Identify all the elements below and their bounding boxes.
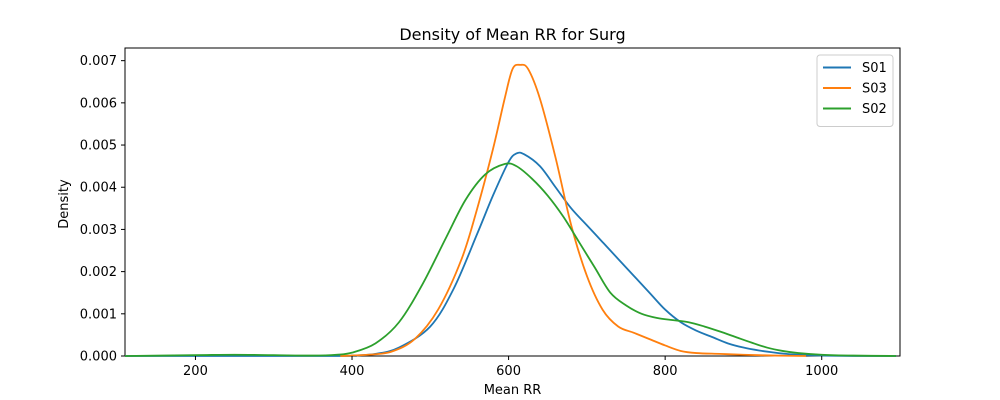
series-line-s03 bbox=[340, 63, 807, 357]
y-tick-label: 0.000 bbox=[80, 350, 117, 365]
y-tick-label: 0.002 bbox=[80, 265, 117, 280]
chart-title: Density of Mean RR for Surg bbox=[399, 25, 625, 44]
x-tick-label: 400 bbox=[340, 364, 365, 379]
x-tick-label: 200 bbox=[183, 364, 208, 379]
plot-area bbox=[124, 47, 901, 357]
series-line-s02 bbox=[124, 162, 897, 357]
x-tick-label: 800 bbox=[653, 364, 678, 379]
legend: S01 S03 S02 bbox=[816, 54, 894, 127]
y-tick-label: 0.003 bbox=[80, 223, 117, 238]
y-tick-label: 0.001 bbox=[80, 307, 117, 322]
y-tick-label: 0.007 bbox=[80, 54, 117, 69]
axes-layer: 200 400 600 800 1000 0.000 0.001 0.002 0.003 0.00… bbox=[80, 54, 838, 379]
y-tick-label: 0.005 bbox=[80, 139, 117, 154]
series-layer bbox=[124, 63, 897, 357]
series-line-s01 bbox=[124, 151, 897, 357]
x-axis-label: Mean RR bbox=[484, 383, 542, 398]
x-tick-label: 600 bbox=[496, 364, 521, 379]
x-tick-label: 1000 bbox=[805, 364, 838, 379]
plot-frame bbox=[124, 47, 901, 357]
y-tick-label: 0.006 bbox=[80, 96, 117, 111]
y-tick-label: 0.004 bbox=[80, 181, 117, 196]
legend-label-s03: S03 bbox=[862, 82, 887, 97]
legend-label-s02: S02 bbox=[862, 102, 887, 117]
y-axis-label: Density bbox=[57, 179, 72, 229]
legend-label-s01: S01 bbox=[862, 61, 887, 76]
